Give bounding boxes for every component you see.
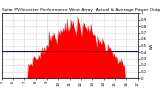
Y-axis label: kW: kW — [149, 42, 153, 49]
Text: Solar PV/Inverter Performance West Array  Actual & Average Power Output: Solar PV/Inverter Performance West Array… — [2, 8, 160, 12]
